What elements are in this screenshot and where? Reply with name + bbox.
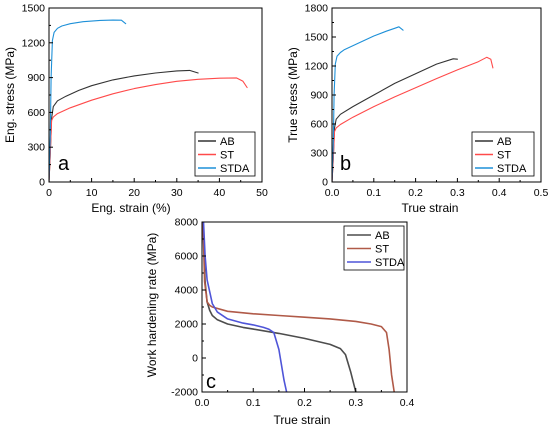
series-line-ab — [49, 69, 199, 182]
legend-label-stda: STDA — [497, 163, 527, 175]
series-line-stda — [202, 222, 288, 392]
y-tick-label: 600 — [27, 107, 45, 119]
y-tick-label: 1500 — [305, 32, 329, 44]
legend-label-stda: STDA — [375, 257, 405, 269]
x-tick-label: 10 — [86, 187, 98, 199]
y-tick-label: 8000 — [175, 217, 199, 229]
legend-label-st: ST — [497, 150, 511, 162]
y-tick-label: 1200 — [22, 37, 46, 49]
x-tick-label: 0.3 — [450, 187, 465, 199]
y-tick-label: -2000 — [171, 387, 198, 399]
panel-letter: c — [206, 371, 216, 393]
x-tick-label: 0.3 — [348, 397, 363, 409]
x-axis-title: True strain — [274, 413, 331, 427]
x-tick-label: 0.2 — [297, 397, 312, 409]
x-tick-label: 0.0 — [195, 397, 210, 409]
y-axis-title: True stress (MPa) — [286, 47, 300, 143]
y-tick-label: 0 — [192, 353, 198, 365]
x-tick-label: 0 — [46, 187, 52, 199]
y-tick-label: 1200 — [305, 61, 329, 73]
chart-panel-c: 0.0 0.1 0.2 0.3 0.4 -2000 0 2000 4000 6000 8000 Tru… — [145, 217, 414, 428]
series-line-ab — [202, 222, 357, 392]
y-tick-label: 900 — [27, 72, 45, 84]
legend-label-ab: AB — [497, 136, 512, 148]
legend-label-stda: STDA — [220, 163, 250, 175]
y-tick-label: 6000 — [175, 251, 199, 263]
y-tick-label: 0 — [39, 177, 45, 189]
x-tick-label: 30 — [171, 187, 183, 199]
y-tick-label: 1500 — [22, 3, 46, 15]
legend-label-ab: AB — [375, 230, 390, 242]
x-tick-label: 0.4 — [400, 397, 415, 409]
y-axis-title: Work hardening rate (MPa) — [145, 233, 159, 378]
x-tick-label: 0.1 — [246, 397, 261, 409]
y-axis-title: Eng. stress (MPa) — [3, 47, 17, 143]
x-tick-label: 50 — [256, 187, 268, 199]
x-tick-label: 0.4 — [492, 187, 507, 199]
y-tick-label: 300 — [310, 148, 328, 160]
chart-panel-b: 0.0 0.1 0.2 0.3 0.4 0.5 0 300 600 900 1200 1500 1800… — [286, 3, 548, 216]
legend-label-st: ST — [375, 244, 389, 256]
y-tick-label: 600 — [310, 119, 328, 131]
y-tick-label: 1800 — [305, 3, 329, 15]
legend-label-ab: AB — [220, 136, 235, 148]
panel-letter: b — [340, 153, 351, 175]
x-tick-label: 0.0 — [325, 187, 340, 199]
legend-label-st: ST — [220, 150, 234, 162]
y-tick-label: 0 — [322, 177, 328, 189]
x-tick-label: 40 — [214, 187, 226, 199]
x-tick-label: 0.1 — [366, 187, 381, 199]
x-axis-title: Eng. strain (%) — [91, 201, 170, 215]
panel-letter: a — [58, 153, 70, 175]
y-tick-label: 300 — [27, 142, 45, 154]
y-tick-label: 2000 — [175, 319, 199, 331]
series-line-st — [49, 77, 248, 182]
x-tick-label: 0.2 — [408, 187, 423, 199]
chart-panel-a: 0 10 20 30 40 50 0 300 600 900 1200 1500 Eng. strain… — [3, 3, 268, 216]
x-tick-label: 0.5 — [534, 187, 549, 199]
x-axis-title: True strain — [402, 201, 459, 215]
series-line-st — [202, 222, 395, 392]
series-line-st — [332, 56, 494, 182]
y-tick-label: 4000 — [175, 285, 199, 297]
y-tick-label: 900 — [310, 90, 328, 102]
x-tick-label: 20 — [128, 187, 140, 199]
